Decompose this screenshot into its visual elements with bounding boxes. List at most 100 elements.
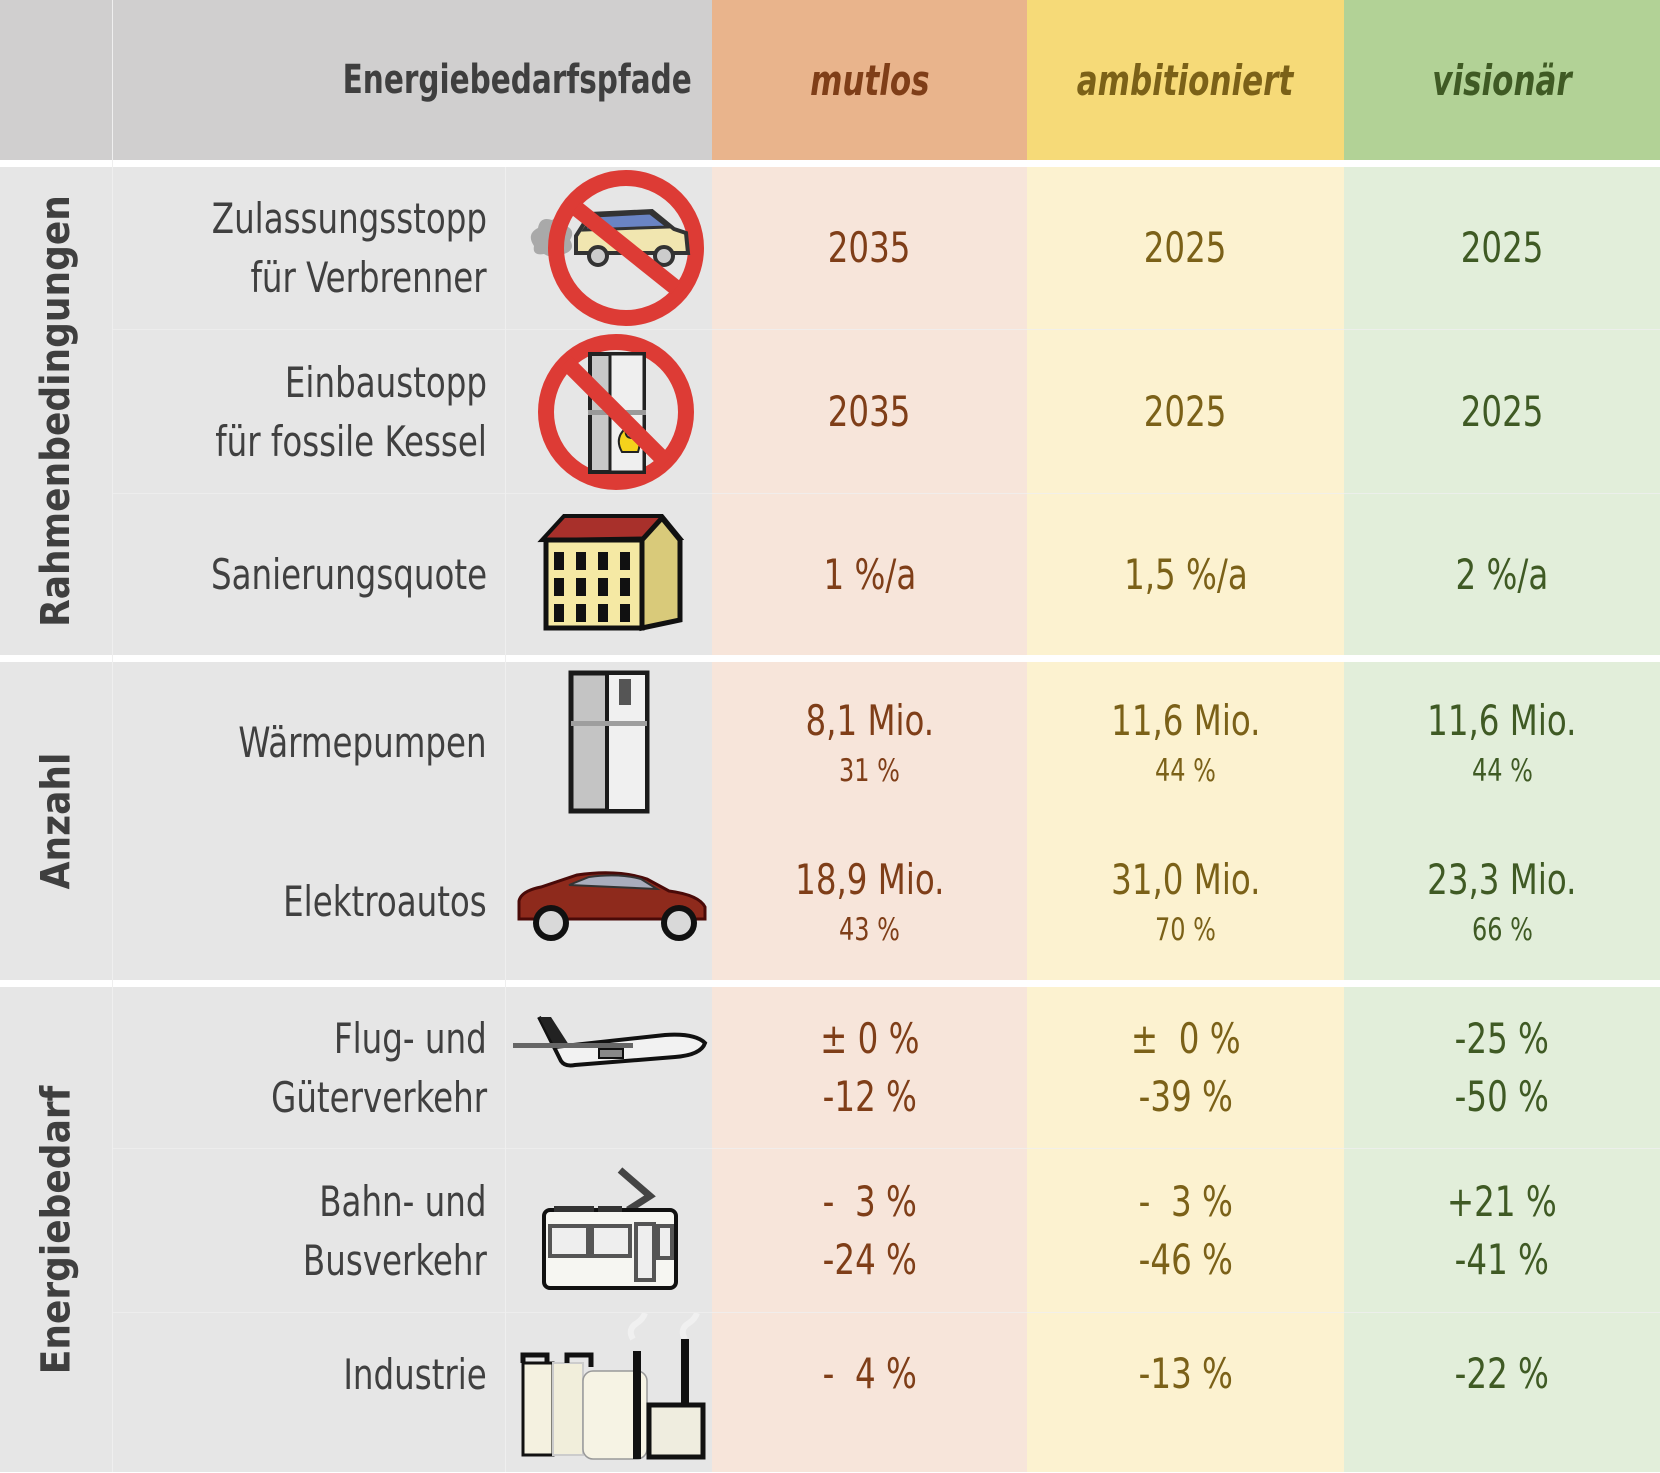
factory-icon bbox=[520, 1313, 705, 1460]
row-label-line: Güterverkehr bbox=[271, 1072, 487, 1122]
share-text: 66 % bbox=[1471, 912, 1533, 948]
header-corner bbox=[0, 0, 112, 160]
icon-cell bbox=[505, 1149, 712, 1312]
value-cell: 1,5 %/a bbox=[1027, 494, 1344, 655]
row-divider bbox=[112, 1312, 1660, 1313]
value-cell: 11,6 Mio. 44 % bbox=[1027, 662, 1344, 822]
row-label-line: Industrie bbox=[343, 1350, 487, 1399]
icon-cell bbox=[505, 662, 712, 822]
row-label-waermepumpen: Wärmepumpen bbox=[112, 662, 487, 822]
row-label-sanierungsquote: Sanierungsquote bbox=[112, 494, 487, 655]
value-text: 18,9 Mio. bbox=[794, 855, 945, 904]
icon-cell bbox=[505, 822, 712, 980]
group-label-rahmenbedingungen: Rahmenbedingungen bbox=[0, 167, 112, 655]
scenario-label-visionaer: visionär bbox=[1432, 55, 1572, 105]
value-text: ± 0 % bbox=[819, 1013, 920, 1063]
value-cell: -22 % bbox=[1344, 1313, 1660, 1473]
value-cell: 1 %/a bbox=[712, 494, 1027, 655]
row-label-line: Busverkehr bbox=[303, 1235, 487, 1285]
value-cell: 18,9 Mio. 43 % bbox=[712, 822, 1027, 980]
value-text: 11,6 Mio. bbox=[1110, 696, 1261, 745]
row-label-industrie: Industrie bbox=[112, 1313, 487, 1473]
value-text: - 4 % bbox=[822, 1349, 917, 1398]
value-text: -50 % bbox=[1454, 1071, 1550, 1121]
value-text: -46 % bbox=[1138, 1234, 1233, 1284]
header-ambitioniert: ambitioniert bbox=[1027, 0, 1344, 160]
value-text: -22 % bbox=[1454, 1349, 1550, 1398]
value-cell: ± 0 % -39 % bbox=[1027, 987, 1344, 1148]
scenario-label-mutlos: mutlos bbox=[809, 55, 930, 105]
icon-cell bbox=[505, 494, 712, 655]
section-divider bbox=[0, 655, 1660, 662]
header-visionaer: visionär bbox=[1344, 0, 1660, 160]
row-divider bbox=[112, 329, 1660, 330]
column-divider bbox=[112, 0, 113, 1472]
row-label-line: Einbaustopp bbox=[284, 357, 487, 407]
header-title-cell: Energiebedarfspfade bbox=[112, 0, 712, 160]
header-mutlos: mutlos bbox=[712, 0, 1027, 160]
row-label-line: Flug- und bbox=[334, 1013, 487, 1063]
value-cell: - 3 % -46 % bbox=[1027, 1149, 1344, 1312]
building-icon bbox=[536, 513, 684, 631]
row-label-einbaustopp: Einbaustopp für fossile Kessel bbox=[112, 330, 487, 493]
section-divider bbox=[0, 980, 1660, 987]
value-cell: -13 % bbox=[1027, 1313, 1344, 1473]
value-cell: 2025 bbox=[1027, 330, 1344, 493]
value-text: -39 % bbox=[1138, 1071, 1233, 1121]
value-text: -41 % bbox=[1454, 1234, 1550, 1284]
no-fossil-boiler-icon bbox=[537, 333, 694, 490]
label-column-bg bbox=[112, 0, 505, 1472]
value-text: 2025 bbox=[1460, 386, 1544, 436]
value-cell: 8,1 Mio. 31 % bbox=[712, 662, 1027, 822]
row-label-line: Bahn- und bbox=[319, 1176, 487, 1226]
group-label-text: Energiebedarf bbox=[33, 1085, 79, 1374]
row-label-line: Zulassungsstopp bbox=[211, 194, 487, 243]
value-cell: - 3 % -24 % bbox=[712, 1149, 1027, 1312]
value-cell: 2035 bbox=[712, 330, 1027, 493]
share-text: 44 % bbox=[1471, 753, 1533, 789]
row-label-bahn-busverkehr: Bahn- und Busverkehr bbox=[112, 1149, 487, 1312]
airplane-icon bbox=[512, 1016, 707, 1068]
value-text: 2025 bbox=[1460, 223, 1544, 272]
electric-car-icon bbox=[517, 871, 706, 941]
group-column-bg bbox=[0, 0, 112, 1472]
row-label-line: Sanierungsquote bbox=[210, 550, 487, 599]
value-cell: 2 %/a bbox=[1344, 494, 1660, 655]
scenario-label-ambitioniert: ambitioniert bbox=[1077, 55, 1294, 105]
row-label-line: Wärmepumpen bbox=[238, 717, 487, 767]
row-label-zulassungsstopp: Zulassungsstopp für Verbrenner bbox=[112, 167, 487, 329]
value-text: 8,1 Mio. bbox=[805, 696, 934, 745]
value-text: - 3 % bbox=[1138, 1176, 1233, 1226]
group-label-text: Anzahl bbox=[33, 752, 80, 890]
value-text: 2035 bbox=[828, 386, 911, 436]
group-label-text: Rahmenbedingungen bbox=[33, 195, 80, 627]
no-combustion-car-icon bbox=[530, 170, 704, 326]
value-cell: 2035 bbox=[712, 167, 1027, 329]
heat-pump-icon bbox=[568, 670, 649, 814]
value-cell: -25 % -50 % bbox=[1344, 987, 1660, 1148]
share-text: 70 % bbox=[1155, 912, 1216, 948]
icon-cell bbox=[505, 987, 712, 1148]
value-cell: 2025 bbox=[1344, 167, 1660, 329]
value-text: -24 % bbox=[822, 1234, 917, 1284]
value-text: -12 % bbox=[822, 1071, 917, 1121]
tram-icon bbox=[541, 1166, 678, 1290]
value-cell: 23,3 Mio. 66 % bbox=[1344, 822, 1660, 980]
share-text: 31 % bbox=[839, 753, 900, 789]
icon-cell bbox=[505, 167, 712, 329]
icon-cell bbox=[505, 330, 712, 493]
share-text: 43 % bbox=[839, 912, 900, 948]
visionaer-column-bg bbox=[1344, 0, 1660, 1472]
row-divider bbox=[112, 1148, 1660, 1149]
value-text: - 3 % bbox=[822, 1176, 917, 1226]
share-text: 44 % bbox=[1155, 753, 1216, 789]
value-text: 2025 bbox=[1144, 386, 1227, 436]
row-label-elektroautos: Elektroautos bbox=[112, 822, 487, 980]
value-text: 1,5 %/a bbox=[1123, 549, 1248, 599]
value-text: 2035 bbox=[828, 223, 911, 272]
value-cell: +21 % -41 % bbox=[1344, 1149, 1660, 1312]
value-cell: ± 0 % -12 % bbox=[712, 987, 1027, 1148]
value-text: -13 % bbox=[1138, 1349, 1233, 1398]
value-cell: 2025 bbox=[1344, 330, 1660, 493]
